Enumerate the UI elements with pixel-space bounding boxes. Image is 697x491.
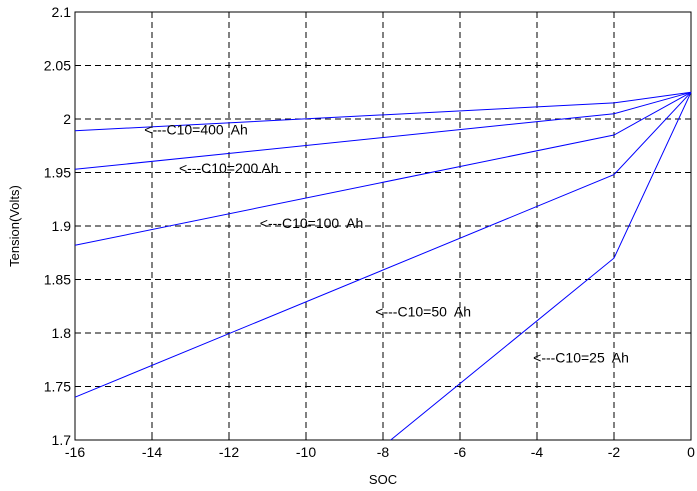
y-tick-label: 1.7 bbox=[52, 432, 72, 448]
x-tick-label: -2 bbox=[608, 444, 621, 460]
y-tick-label: 1.95 bbox=[44, 165, 71, 181]
x-tick-label: -10 bbox=[296, 444, 316, 460]
x-tick-label: 0 bbox=[687, 444, 695, 460]
x-axis-title: SOC bbox=[369, 472, 397, 487]
series-line-4 bbox=[74, 91, 692, 398]
series-line-3 bbox=[74, 91, 692, 246]
annotation-label-2: <---C10=200 Ah bbox=[179, 160, 279, 176]
axis-ticks: -16 -14 -12 -10 -8 -6 -4 -2 0 1.7 1.75 1.8 1.85 1.9 1.… bbox=[44, 4, 695, 460]
annotation-label-3: <---C10=100 Ah bbox=[260, 215, 364, 231]
series-line-1 bbox=[74, 91, 692, 132]
x-tick-label: -14 bbox=[142, 444, 162, 460]
annotation-label-5: <---C10=25 Ah bbox=[533, 350, 629, 366]
annotation-label-4: <---C10=50 Ah bbox=[375, 304, 471, 320]
x-tick-label: -6 bbox=[454, 444, 467, 460]
series-lines bbox=[74, 91, 692, 441]
y-tick-label: 1.75 bbox=[44, 379, 71, 395]
series-line-5 bbox=[390, 92, 692, 441]
annotation-label-1: <---C10=400 Ah bbox=[144, 122, 248, 138]
annotations: <---C10=400 Ah <---C10=200 Ah <---C10=100 … bbox=[144, 122, 629, 366]
y-tick-label: 1.9 bbox=[52, 218, 72, 234]
y-tick-label: 1.85 bbox=[44, 272, 71, 288]
series-line-2 bbox=[74, 91, 692, 170]
x-tick-label: -16 bbox=[65, 444, 85, 460]
x-tick-label: -12 bbox=[219, 444, 239, 460]
y-tick-label: 1.8 bbox=[52, 325, 72, 341]
y-tick-label: 2 bbox=[63, 111, 71, 127]
y-tick-label: 2.05 bbox=[44, 58, 71, 74]
y-tick-label: 2.1 bbox=[52, 4, 72, 20]
x-tick-label: -4 bbox=[531, 444, 544, 460]
y-axis-title: Tension(Volts) bbox=[7, 185, 22, 267]
x-tick-label: -8 bbox=[377, 444, 390, 460]
